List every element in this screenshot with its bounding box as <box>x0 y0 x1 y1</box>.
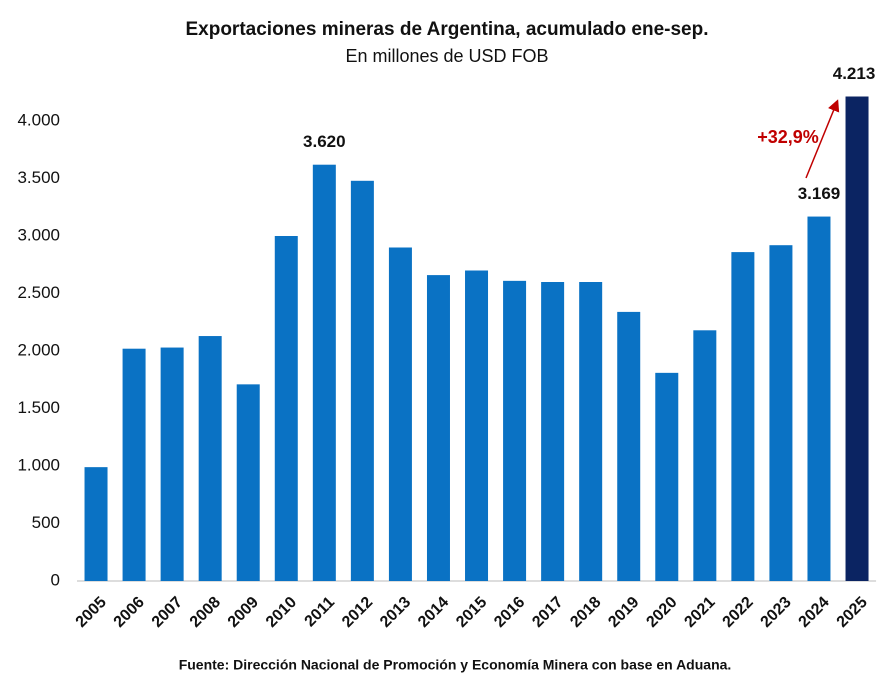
x-tick-label: 2009 <box>225 594 262 631</box>
x-tick-label: 2023 <box>758 594 795 631</box>
bar <box>845 96 869 581</box>
x-tick-label: 2022 <box>719 594 756 631</box>
x-tick-label: 2025 <box>834 594 871 631</box>
x-tick-label: 2012 <box>339 594 376 631</box>
chart-subtitle: En millones de USD FOB <box>345 46 548 66</box>
x-tick-label: 2024 <box>796 594 833 631</box>
x-tick-label: 2015 <box>453 594 490 631</box>
bar <box>426 275 450 581</box>
x-tick-label: 2014 <box>415 594 452 631</box>
y-tick-label: 2.500 <box>17 283 60 302</box>
bar <box>236 384 260 581</box>
annotation: +32,9% <box>757 127 819 147</box>
bar <box>503 280 527 581</box>
y-tick-label: 1.500 <box>17 398 60 417</box>
x-tick-label: 2016 <box>491 594 528 631</box>
bar <box>160 347 184 581</box>
bar <box>84 467 108 581</box>
bar <box>731 252 755 581</box>
y-tick-label: 500 <box>32 513 60 532</box>
x-tick-label: 2017 <box>529 594 566 631</box>
bar <box>388 247 412 581</box>
x-tick-label: 2019 <box>605 594 642 631</box>
x-tick-label: 2011 <box>302 594 339 631</box>
bar <box>312 164 336 581</box>
bar <box>617 311 641 581</box>
x-tick-label: 2018 <box>567 594 604 631</box>
bar <box>655 372 679 581</box>
value-label: 3.169 <box>798 184 841 203</box>
y-tick-label: 2.000 <box>17 340 60 359</box>
y-tick-label: 4.000 <box>17 110 60 129</box>
bar <box>465 270 489 581</box>
bar <box>807 216 831 581</box>
x-tick-label: 2010 <box>263 594 300 631</box>
annotation-arrow <box>805 99 840 179</box>
x-tick-label: 2013 <box>377 594 414 631</box>
bar <box>122 348 146 581</box>
y-tick-label: 3.000 <box>17 225 60 244</box>
bar <box>579 282 603 581</box>
bar <box>769 245 793 581</box>
value-label: 4.213 <box>833 64 876 83</box>
bar <box>693 330 717 581</box>
source-note: Fuente: Dirección Nacional de Promoción … <box>179 657 732 673</box>
x-tick-label: 2006 <box>111 594 148 631</box>
value-label: 3.620 <box>303 132 346 151</box>
chart-title: Exportaciones mineras de Argentina, acum… <box>185 19 708 40</box>
x-tick-label: 2008 <box>187 594 224 631</box>
bar <box>198 336 222 581</box>
bar <box>350 180 374 582</box>
x-tick-label: 2020 <box>643 594 680 631</box>
x-tick-label: 2021 <box>681 594 718 631</box>
bar <box>274 236 298 581</box>
y-tick-label: 0 <box>51 570 60 589</box>
bar <box>541 282 565 581</box>
x-tick-label: 2005 <box>73 594 110 631</box>
y-tick-label: 3.500 <box>17 168 60 187</box>
y-tick-label: 1.000 <box>17 455 60 474</box>
x-tick-label: 2007 <box>149 594 186 631</box>
